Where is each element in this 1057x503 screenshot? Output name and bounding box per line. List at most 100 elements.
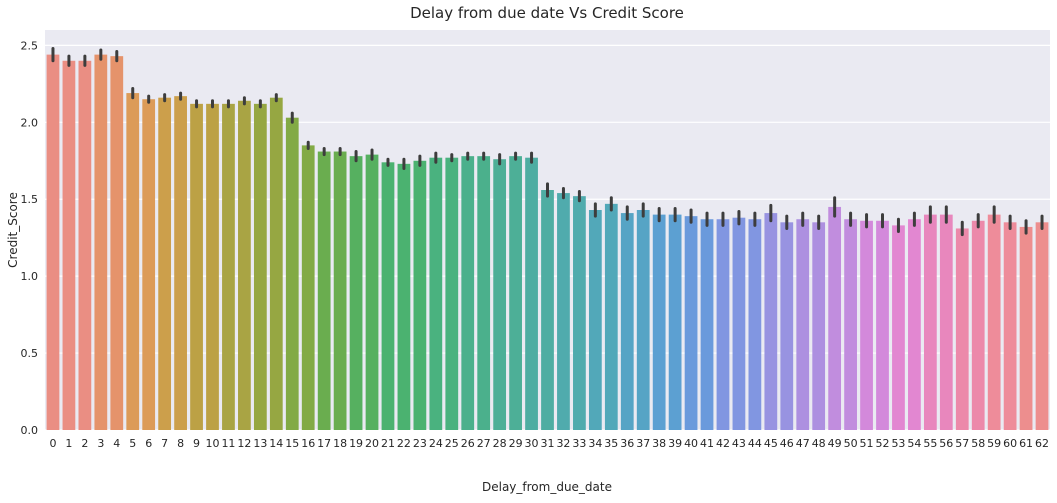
bar-48 xyxy=(812,222,826,430)
bar-22 xyxy=(397,163,411,430)
bar-23 xyxy=(413,160,427,430)
bar-1 xyxy=(62,60,76,431)
bar-2 xyxy=(78,60,92,431)
x-tick-label: 12 xyxy=(237,437,251,450)
x-tick-label: 1 xyxy=(65,437,72,450)
x-tick-label: 57 xyxy=(955,437,969,450)
bar-13 xyxy=(253,103,267,430)
bar-42 xyxy=(716,219,730,430)
error-bars-group xyxy=(51,46,1044,237)
bar-20 xyxy=(365,154,379,430)
x-tick-label: 2 xyxy=(81,437,88,450)
x-tick-label: 16 xyxy=(301,437,315,450)
x-tick-label: 37 xyxy=(636,437,650,450)
bar-59 xyxy=(987,214,1001,430)
x-tick-label: 52 xyxy=(876,437,890,450)
bar-50 xyxy=(844,219,857,430)
bar-10 xyxy=(206,103,219,430)
bar-9 xyxy=(190,103,203,430)
bar-61 xyxy=(1019,226,1033,430)
bar-55 xyxy=(923,214,937,430)
x-tick-label: 25 xyxy=(445,437,459,450)
bar-39 xyxy=(668,214,682,430)
bar-45 xyxy=(764,213,778,430)
x-tick-label: 20 xyxy=(365,437,379,450)
bar-52 xyxy=(876,220,889,430)
y-tick-label: 2.0 xyxy=(21,116,39,129)
x-tick-labels: 0 1 2 3 4 5 6 7 8 9 10 11 12 13 14 15 16 17 18 19 20 21 22 23 24… xyxy=(49,437,1049,450)
x-tick-label: 47 xyxy=(796,437,810,450)
y-tick-label: 1.0 xyxy=(21,270,39,283)
x-tick-label: 26 xyxy=(461,437,475,450)
bar-32 xyxy=(557,193,570,430)
x-tick-label: 9 xyxy=(193,437,200,450)
x-tick-label: 60 xyxy=(1003,437,1017,450)
bar-19 xyxy=(349,156,363,430)
bar-0 xyxy=(46,54,60,430)
bar-16 xyxy=(301,145,315,430)
x-tick-label: 3 xyxy=(97,437,104,450)
x-tick-label: 13 xyxy=(253,437,267,450)
x-tick-label: 32 xyxy=(556,437,570,450)
bar-11 xyxy=(222,103,235,430)
bar-5 xyxy=(126,93,140,431)
x-tick-label: 55 xyxy=(923,437,937,450)
x-tick-label: 36 xyxy=(620,437,634,450)
x-tick-label: 56 xyxy=(939,437,953,450)
x-tick-label: 18 xyxy=(333,437,347,450)
bar-4 xyxy=(110,56,124,431)
bar-37 xyxy=(636,210,650,430)
x-tick-label: 46 xyxy=(780,437,794,450)
x-tick-label: 11 xyxy=(221,437,235,450)
bar-17 xyxy=(317,151,331,431)
bar-40 xyxy=(684,216,698,430)
bar-29 xyxy=(509,156,522,430)
x-tick-label: 31 xyxy=(541,437,555,450)
bar-12 xyxy=(238,100,251,431)
x-tick-label: 23 xyxy=(413,437,427,450)
bar-47 xyxy=(796,219,810,430)
x-tick-label: 53 xyxy=(891,437,905,450)
x-tick-label: 50 xyxy=(844,437,858,450)
bar-15 xyxy=(285,117,299,430)
x-tick-label: 61 xyxy=(1019,437,1033,450)
x-tick-label: 49 xyxy=(828,437,842,450)
bar-26 xyxy=(461,156,475,430)
x-tick-label: 40 xyxy=(684,437,698,450)
x-tick-label: 29 xyxy=(509,437,523,450)
y-tick-labels: 0.0 0.5 1.0 1.5 2.0 2.5 xyxy=(21,39,39,437)
bar-14 xyxy=(269,97,283,430)
bar-38 xyxy=(652,214,666,430)
x-tick-label: 33 xyxy=(572,437,586,450)
x-tick-label: 14 xyxy=(269,437,283,450)
x-tick-label: 6 xyxy=(145,437,152,450)
bar-49 xyxy=(828,206,842,430)
x-tick-label: 17 xyxy=(317,437,331,450)
bar-25 xyxy=(445,157,459,430)
bar-8 xyxy=(174,96,187,431)
x-tick-label: 8 xyxy=(177,437,184,450)
bar-60 xyxy=(1003,222,1017,430)
y-axis-label: Credit_Score xyxy=(6,192,20,268)
bar-28 xyxy=(493,159,507,430)
x-tick-label: 45 xyxy=(764,437,778,450)
bar-51 xyxy=(860,220,873,430)
bar-33 xyxy=(573,196,586,430)
bar-62 xyxy=(1035,222,1049,430)
x-tick-label: 4 xyxy=(113,437,120,450)
x-tick-label: 24 xyxy=(429,437,443,450)
x-tick-label: 21 xyxy=(381,437,395,450)
x-tick-label: 5 xyxy=(129,437,136,450)
bar-27 xyxy=(477,156,491,430)
x-tick-label: 51 xyxy=(860,437,874,450)
bar-18 xyxy=(333,151,347,431)
x-tick-label: 15 xyxy=(285,437,299,450)
bar-34 xyxy=(588,210,602,430)
bar-35 xyxy=(604,203,618,430)
bar-21 xyxy=(381,162,395,431)
x-tick-label: 42 xyxy=(716,437,730,450)
y-tick-label: 2.5 xyxy=(21,39,39,52)
bar-41 xyxy=(700,219,714,430)
x-tick-label: 19 xyxy=(349,437,363,450)
